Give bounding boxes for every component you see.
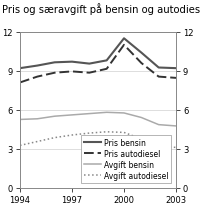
Line: Avgift bensin: Avgift bensin [20,113,176,126]
Pris bensin [175,68,177,70]
Pris bensin [123,38,125,40]
Avgift bensin [36,118,39,120]
Avgift bensin [71,114,73,116]
Pris autodiesel [19,82,21,84]
Pris bensin [105,60,108,62]
Line: Pris autodiesel: Pris autodiesel [20,45,176,83]
Pris bensin [71,61,73,64]
Avgift bensin [175,125,177,128]
Pris bensin [157,67,160,69]
Avgift autodiesel [88,132,91,135]
Text: Pris og særavgift på bensin og autodiesel: Pris og særavgift på bensin og autodiese… [2,3,200,15]
Pris bensin [36,65,39,68]
Pris autodiesel [53,72,56,75]
Pris bensin [19,68,21,70]
Pris autodiesel [157,76,160,79]
Avgift bensin [88,113,91,115]
Pris autodiesel [105,68,108,71]
Avgift autodiesel [19,144,21,147]
Avgift bensin [123,112,125,115]
Pris autodiesel [123,44,125,47]
Pris autodiesel [36,76,39,79]
Pris bensin [88,63,91,65]
Avgift autodiesel [71,134,73,137]
Avgift autodiesel [53,137,56,139]
Pris bensin [140,52,143,54]
Pris autodiesel [140,62,143,65]
Avgift autodiesel [175,146,177,149]
Line: Pris bensin: Pris bensin [20,39,176,69]
Pris autodiesel [175,77,177,80]
Avgift bensin [157,124,160,126]
Pris autodiesel [71,71,73,73]
Avgift bensin [105,112,108,114]
Pris bensin [53,62,56,64]
Avgift autodiesel [123,132,125,134]
Legend: Pris bensin, Pris autodiesel, Avgift bensin, Avgift autodiesel: Pris bensin, Pris autodiesel, Avgift ben… [81,135,171,183]
Avgift autodiesel [36,141,39,143]
Avgift bensin [19,119,21,121]
Line: Avgift autodiesel: Avgift autodiesel [20,132,176,148]
Avgift autodiesel [105,131,108,133]
Pris autodiesel [88,72,91,75]
Avgift autodiesel [157,146,160,148]
Avgift bensin [53,115,56,118]
Avgift autodiesel [140,138,143,141]
Avgift bensin [140,117,143,119]
